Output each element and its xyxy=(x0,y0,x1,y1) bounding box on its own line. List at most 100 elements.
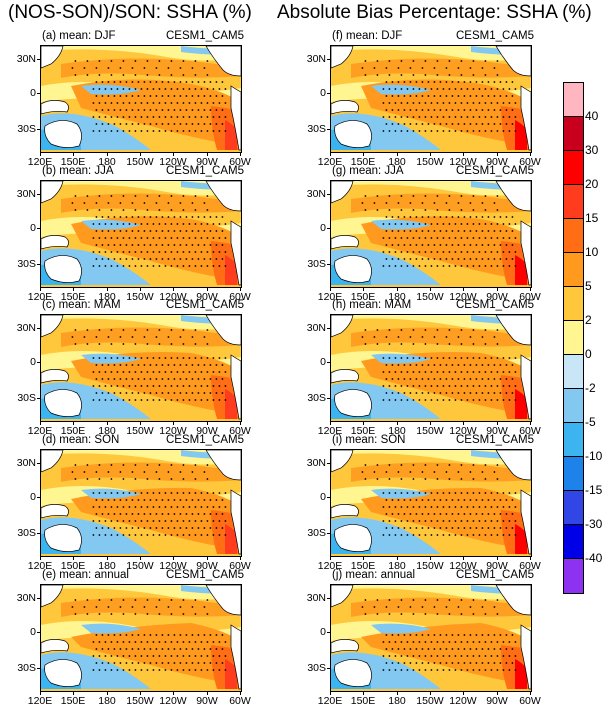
x-tick-mark xyxy=(430,287,431,291)
y-tick-mark xyxy=(37,632,41,633)
x-tick-mark xyxy=(40,152,41,156)
y-tick-mark xyxy=(327,632,331,633)
x-tick-mark xyxy=(330,152,331,156)
y-tick-mark xyxy=(37,497,41,498)
x-tick-label: 90W xyxy=(196,156,218,168)
ssha-map xyxy=(330,449,532,557)
ssha-contour-field xyxy=(331,181,531,287)
y-tick-mark xyxy=(37,93,41,94)
panel-model-label: CESM1_CAM5 xyxy=(456,30,534,42)
ssha-map xyxy=(40,584,242,692)
x-tick-label: 120E xyxy=(27,291,53,303)
x-tick-label: 120E xyxy=(27,560,53,572)
panel-label: (d) mean: SON xyxy=(42,434,120,446)
x-tick-label: 150W xyxy=(416,425,444,437)
y-tick-label: 30N xyxy=(16,53,36,65)
panel-label: (j) mean: annual xyxy=(332,569,416,581)
colorbar-swatch xyxy=(564,355,583,389)
y-tick-mark xyxy=(327,194,331,195)
x-tick-label: 60W xyxy=(519,156,541,168)
x-tick-label: 180 xyxy=(388,291,406,303)
y-tick-label: 0 xyxy=(30,626,36,638)
panel-label: (i) mean: SON xyxy=(332,434,406,446)
colorbar-swatch xyxy=(564,491,583,525)
y-tick-mark xyxy=(37,228,41,229)
y-tick-label: 0 xyxy=(30,356,36,368)
x-tick-label: 90W xyxy=(196,695,218,707)
x-tick-mark xyxy=(463,691,464,695)
y-tick-label: 0 xyxy=(30,491,36,503)
ssha-map xyxy=(40,314,242,422)
y-tick-mark xyxy=(37,362,41,363)
x-tick-mark xyxy=(363,421,364,425)
y-tick-mark xyxy=(37,194,41,195)
x-tick-label: 120E xyxy=(317,695,343,707)
x-tick-mark xyxy=(207,421,208,425)
colorbar xyxy=(563,82,584,594)
ssha-contour-field xyxy=(41,181,241,287)
x-tick-label: 60W xyxy=(229,695,251,707)
x-tick-mark xyxy=(173,421,174,425)
x-tick-label: 120E xyxy=(27,425,53,437)
x-tick-label: 90W xyxy=(486,425,508,437)
left-column-title: (NOS-SON)/SON: SSHA (%) xyxy=(8,2,252,23)
panel-label: (h) mean: MAM xyxy=(332,299,412,311)
y-tick-label: 30S xyxy=(307,527,326,539)
y-tick-label: 30N xyxy=(16,457,36,469)
panel-model-label: CESM1_CAM5 xyxy=(166,30,244,42)
x-tick-label: 150E xyxy=(60,291,86,303)
x-tick-label: 150E xyxy=(60,695,86,707)
x-tick-mark xyxy=(430,556,431,560)
x-tick-label: 180 xyxy=(388,695,406,707)
panel-label: (f) mean: DJF xyxy=(332,30,403,42)
x-tick-mark xyxy=(140,287,141,291)
x-tick-mark xyxy=(497,691,498,695)
x-tick-label: 150W xyxy=(126,695,154,707)
x-tick-label: 60W xyxy=(229,156,251,168)
x-tick-mark xyxy=(497,421,498,425)
x-tick-mark xyxy=(240,287,241,291)
x-tick-mark xyxy=(140,691,141,695)
ssha-contour-field xyxy=(331,450,531,556)
x-tick-mark xyxy=(530,556,531,560)
x-tick-mark xyxy=(40,287,41,291)
x-tick-label: 120W xyxy=(159,425,187,437)
x-tick-label: 60W xyxy=(519,291,541,303)
colorbar-swatch xyxy=(564,185,583,219)
y-tick-label: 30S xyxy=(307,392,326,404)
colorbar-swatch xyxy=(564,423,583,457)
x-tick-mark xyxy=(430,421,431,425)
y-tick-mark xyxy=(327,59,331,60)
y-tick-mark xyxy=(327,328,331,329)
x-tick-label: 150W xyxy=(126,291,154,303)
x-tick-mark xyxy=(397,691,398,695)
colorbar-swatch xyxy=(564,253,583,287)
y-tick-mark xyxy=(37,463,41,464)
colorbar-tick-label: -40 xyxy=(585,551,602,565)
x-tick-label: 120W xyxy=(159,291,187,303)
y-tick-label: 30S xyxy=(17,258,36,270)
x-tick-label: 180 xyxy=(388,425,406,437)
x-tick-mark xyxy=(73,421,74,425)
x-tick-label: 90W xyxy=(486,695,508,707)
x-tick-mark xyxy=(207,287,208,291)
y-tick-label: 30N xyxy=(306,457,326,469)
x-tick-mark xyxy=(530,287,531,291)
y-tick-mark xyxy=(327,362,331,363)
x-tick-mark xyxy=(107,287,108,291)
x-tick-mark xyxy=(240,152,241,156)
x-tick-mark xyxy=(430,152,431,156)
y-tick-mark xyxy=(37,398,41,399)
colorbar-swatch xyxy=(564,525,583,559)
ssha-contour-field xyxy=(331,585,531,691)
colorbar-tick-label: 40 xyxy=(585,109,599,123)
x-tick-label: 120W xyxy=(159,695,187,707)
x-tick-label: 150E xyxy=(60,425,86,437)
x-tick-mark xyxy=(40,691,41,695)
x-tick-mark xyxy=(330,691,331,695)
y-tick-label: 30N xyxy=(306,322,326,334)
y-tick-label: 30N xyxy=(16,322,36,334)
x-tick-mark xyxy=(497,556,498,560)
x-tick-label: 120W xyxy=(449,695,477,707)
ssha-map xyxy=(330,45,532,153)
